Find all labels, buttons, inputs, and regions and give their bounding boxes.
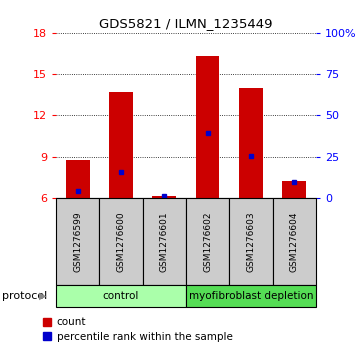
Bar: [186, 285, 316, 307]
Bar: [239, 88, 263, 198]
Bar: [56, 285, 186, 307]
Bar: [66, 160, 90, 198]
Text: ▶: ▶: [39, 291, 46, 301]
Text: protocol: protocol: [2, 291, 47, 301]
Text: GSM1276599: GSM1276599: [73, 211, 82, 272]
Bar: [273, 198, 316, 285]
Bar: [152, 196, 176, 198]
Bar: [196, 56, 219, 198]
Text: GSM1276604: GSM1276604: [290, 211, 299, 272]
Text: GSM1276600: GSM1276600: [117, 211, 125, 272]
Bar: [143, 198, 186, 285]
Bar: [229, 198, 273, 285]
Text: myofibroblast depletion: myofibroblast depletion: [189, 291, 313, 301]
Text: GSM1276602: GSM1276602: [203, 211, 212, 272]
Legend: count, percentile rank within the sample: count, percentile rank within the sample: [43, 317, 232, 342]
Bar: [99, 198, 143, 285]
Text: GSM1276601: GSM1276601: [160, 211, 169, 272]
Text: GSM1276603: GSM1276603: [247, 211, 255, 272]
Bar: [109, 92, 133, 198]
Bar: [282, 182, 306, 198]
Bar: [186, 198, 229, 285]
Title: GDS5821 / ILMN_1235449: GDS5821 / ILMN_1235449: [99, 17, 273, 30]
Text: control: control: [103, 291, 139, 301]
Bar: [56, 198, 99, 285]
